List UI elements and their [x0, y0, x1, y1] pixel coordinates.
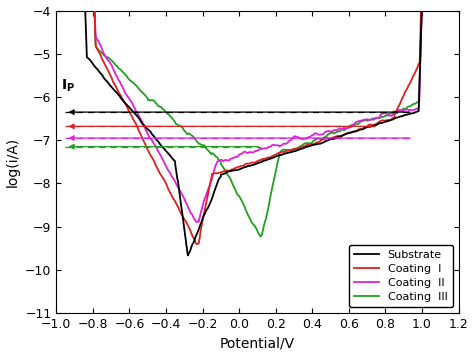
Coating  II: [396, 109, 401, 113]
Coating  II: [141, 124, 147, 128]
Coating  I: [235, 165, 241, 169]
X-axis label: Potential/V: Potential/V: [220, 336, 295, 350]
Coating  I: [114, 87, 120, 91]
Substrate: [140, 122, 146, 126]
Coating  III: [310, 140, 315, 144]
Coating  I: [190, 234, 195, 238]
Text: $\mathbf{I_P}$: $\mathbf{I_P}$: [61, 78, 75, 94]
Coating  III: [258, 234, 264, 239]
Substrate: [185, 253, 191, 258]
Substrate: [106, 81, 111, 85]
Substrate: [392, 116, 398, 120]
Coating  I: [200, 216, 206, 220]
Legend: Substrate, Coating  I, Coating  II, Coating  III: Substrate, Coating I, Coating II, Coatin…: [349, 245, 453, 308]
Coating  III: [273, 170, 278, 174]
Coating  I: [134, 125, 140, 129]
Line: Coating  II: Coating II: [93, 0, 422, 222]
Substrate: [96, 70, 102, 74]
Y-axis label: log(i/A): log(i/A): [6, 137, 19, 187]
Coating  II: [193, 220, 199, 224]
Coating  II: [103, 56, 109, 60]
Coating  III: [218, 162, 224, 166]
Line: Coating  III: Coating III: [93, 0, 422, 236]
Coating  II: [198, 210, 204, 214]
Coating  II: [301, 137, 307, 141]
Substrate: [419, 0, 425, 4]
Line: Coating  I: Coating I: [93, 0, 422, 244]
Line: Substrate: Substrate: [84, 0, 422, 256]
Substrate: [284, 151, 290, 155]
Coating  I: [195, 242, 201, 246]
Coating  II: [111, 69, 117, 74]
Coating  II: [419, 0, 425, 2]
Coating  I: [243, 162, 248, 166]
Coating  III: [146, 98, 152, 102]
Substrate: [182, 229, 187, 233]
Coating  III: [222, 168, 228, 173]
Coating  III: [406, 104, 412, 109]
